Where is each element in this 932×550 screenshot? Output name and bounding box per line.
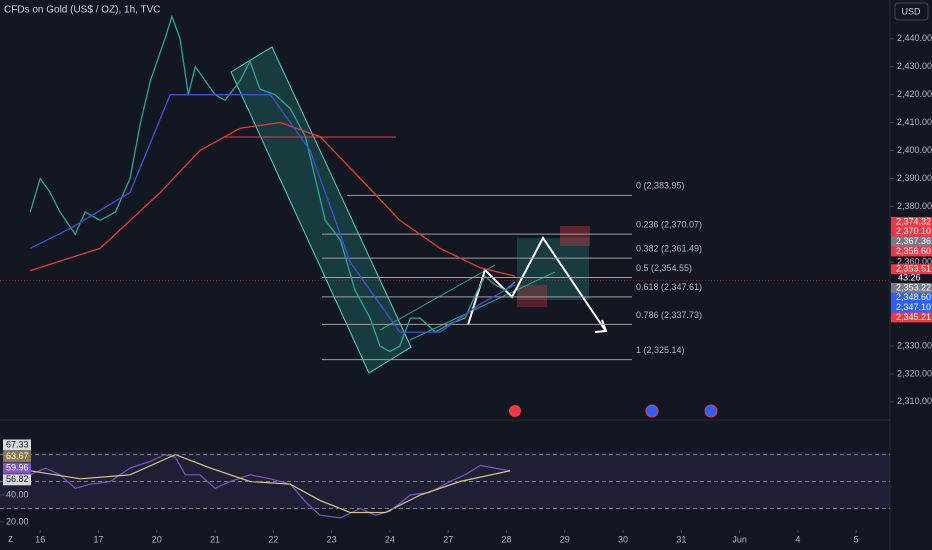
y-tick-label: 2,320.00 bbox=[897, 368, 932, 378]
stop-zone bbox=[517, 285, 547, 307]
price-tag-label: 2,374.32 bbox=[896, 216, 931, 226]
price-tag-label: 2,348.60 bbox=[896, 292, 931, 302]
price-tag bbox=[891, 217, 932, 227]
tz-label: Z bbox=[8, 535, 13, 544]
y-tick-label: 2,430.00 bbox=[897, 61, 932, 71]
fib-label: 0.382 (2,361.49) bbox=[636, 243, 702, 253]
rsi-tag bbox=[3, 474, 31, 486]
x-tick-label: 30 bbox=[618, 534, 628, 544]
series-line bbox=[30, 94, 516, 333]
price-tag bbox=[891, 302, 932, 313]
y-tick-label: 2,360.00 bbox=[897, 257, 932, 267]
y-tick-label: 2,390.00 bbox=[897, 173, 932, 183]
x-tick-label: 5 bbox=[854, 534, 859, 544]
rsi-band bbox=[0, 452, 890, 509]
x-tick-label: 16 bbox=[35, 534, 45, 544]
price-tag-label: 2,345.21 bbox=[896, 312, 931, 322]
chart-title: CFDs on Gold (US$ / OZ), 1h, TVC bbox=[4, 5, 161, 16]
price-tag-label: 2,367.36 bbox=[896, 236, 931, 246]
stop-zone bbox=[560, 226, 590, 246]
x-tick-label: 29 bbox=[560, 534, 570, 544]
rsi-tag-label: 63.67 bbox=[6, 451, 29, 461]
y-tick-label: 2,310.00 bbox=[897, 396, 932, 406]
price-tag bbox=[891, 246, 932, 257]
x-tick-label: 17 bbox=[93, 534, 103, 544]
x-tick-label: Jun bbox=[732, 534, 747, 544]
price-tag-label: 2,353.51 bbox=[896, 264, 931, 274]
y-tick-label: 2,440.00 bbox=[897, 33, 932, 43]
price-tag-label: 2,370.10 bbox=[896, 226, 931, 236]
series-line bbox=[30, 453, 511, 514]
y-tick-label: 2,380.00 bbox=[897, 201, 932, 211]
y-tick-label: 2,400.00 bbox=[897, 145, 932, 155]
arrow-head bbox=[594, 319, 608, 333]
x-tick-label: 20 bbox=[152, 534, 162, 544]
series-line bbox=[30, 121, 516, 277]
trend-line bbox=[379, 264, 496, 331]
price-tag bbox=[891, 236, 932, 247]
x-tick-label: 23 bbox=[327, 534, 337, 544]
event-icon[interactable] bbox=[645, 404, 659, 418]
x-tick-label: 28 bbox=[501, 534, 511, 544]
event-icon[interactable] bbox=[509, 405, 521, 417]
price-tag bbox=[891, 264, 932, 275]
fib-label: 0 (2,383.95) bbox=[636, 181, 685, 191]
countdown: 43:26 bbox=[898, 273, 921, 283]
rsi-tag-label: 59.96 bbox=[6, 463, 29, 473]
fib-label: 0.236 (2,370.07) bbox=[636, 219, 702, 229]
rsi-tag-label: 67.33 bbox=[6, 439, 29, 449]
x-tick-label: 4 bbox=[795, 534, 800, 544]
fib-label: 0.786 (2,337.73) bbox=[636, 310, 702, 320]
rsi-tag bbox=[3, 451, 31, 463]
price-tag-label: 2,356.60 bbox=[896, 246, 931, 256]
trend-line bbox=[409, 271, 556, 341]
rsi-tag bbox=[3, 462, 31, 474]
y-tick-label: 40.00 bbox=[6, 489, 29, 499]
event-icon[interactable] bbox=[704, 404, 718, 418]
y-tick-label: 2,420.00 bbox=[897, 89, 932, 99]
x-tick-label: 21 bbox=[210, 534, 220, 544]
trend-channel bbox=[230, 46, 412, 374]
price-tag bbox=[891, 283, 932, 293]
rsi-tag-label: 56.82 bbox=[6, 474, 29, 484]
x-tick-label: 22 bbox=[268, 534, 278, 544]
x-tick-label: 27 bbox=[443, 534, 453, 544]
y-tick-label: 2,410.00 bbox=[897, 117, 932, 127]
fib-label: 0.5 (2,354.55) bbox=[636, 263, 692, 273]
x-tick-label: 31 bbox=[676, 534, 686, 544]
price-tag bbox=[891, 292, 932, 303]
price-tag-label: 2,353.22 bbox=[896, 282, 931, 292]
currency[interactable]: USD bbox=[901, 6, 921, 16]
price-tag bbox=[891, 312, 932, 323]
fib-label: 0.618 (2,347.61) bbox=[636, 282, 702, 292]
y-tick-label: 20.00 bbox=[6, 516, 29, 526]
y-tick-label: 2,330.00 bbox=[897, 340, 932, 350]
currency-button[interactable] bbox=[894, 2, 929, 21]
rsi-tag bbox=[3, 439, 31, 451]
price-tag-label: 2,347.10 bbox=[896, 302, 931, 312]
x-tick-label: 24 bbox=[385, 534, 395, 544]
price-tag bbox=[891, 226, 932, 237]
fib-label: 1 (2,325.14) bbox=[636, 345, 685, 355]
